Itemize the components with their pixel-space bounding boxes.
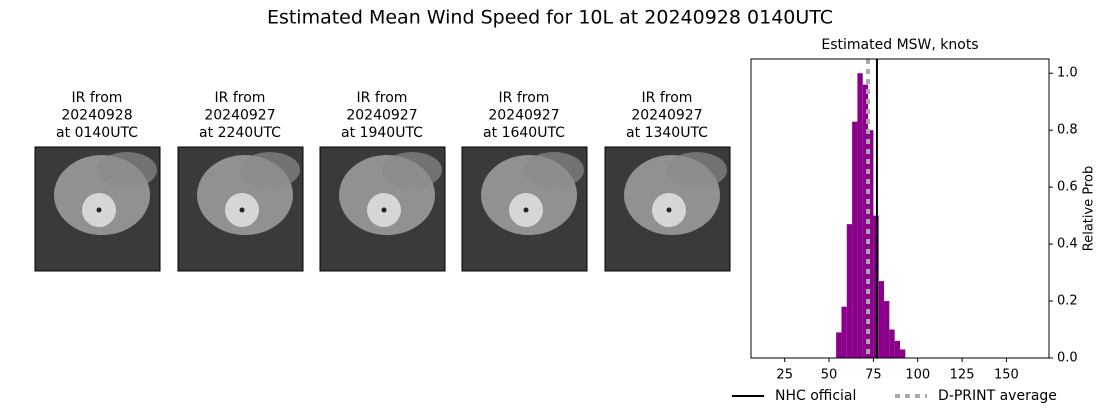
bar <box>846 224 853 358</box>
bar <box>836 332 842 358</box>
eye <box>523 207 529 213</box>
y-axis-label: Relative Prob <box>1082 166 1097 251</box>
cloud-band <box>667 152 727 188</box>
panel-caption: IR from <box>215 90 266 106</box>
panel-caption: at 1340UTC <box>626 125 708 141</box>
figure-title: Estimated Mean Wind Speed for 10L at 202… <box>267 7 833 29</box>
panel-caption: 20240928 <box>61 108 132 124</box>
panel-caption: IR from <box>499 90 550 106</box>
y-tick-label: 0.2 <box>1057 294 1078 309</box>
bar <box>852 121 858 359</box>
cloud-band <box>240 152 300 188</box>
plot-frame <box>750 58 1050 359</box>
bar <box>884 301 890 358</box>
y-tick-label: 0.0 <box>1057 351 1078 366</box>
panel-caption: at 1940UTC <box>341 125 423 141</box>
x-tick-label: 125 <box>950 368 975 383</box>
y-tick-label: 0.4 <box>1057 237 1078 252</box>
histogram: Estimated MSW, knots 25 50 75 100 125 150 0.0 0.… <box>732 37 1097 404</box>
panel-caption: at 2240UTC <box>199 125 281 141</box>
x-tick-label: 50 <box>821 368 838 383</box>
x-tick-label: 150 <box>994 368 1019 383</box>
bar <box>889 329 895 358</box>
bar <box>868 130 874 358</box>
panel-caption: IR from <box>642 90 693 106</box>
y-tick-label: 0.8 <box>1057 123 1078 138</box>
panel-caption: IR from <box>357 90 408 106</box>
panel-caption: IR from <box>72 90 123 106</box>
cloud-band <box>97 152 157 188</box>
panel-caption: 20240927 <box>631 108 702 124</box>
eye <box>96 207 102 213</box>
y-tick-label: 0.6 <box>1057 180 1078 195</box>
y-tick-label: 1.0 <box>1057 66 1078 81</box>
bar <box>878 281 885 358</box>
cloud-band <box>382 152 442 188</box>
x-tick-label: 75 <box>865 368 882 383</box>
panel-caption: 20240927 <box>346 108 417 124</box>
bar <box>841 306 847 358</box>
panel-caption: at 1640UTC <box>483 125 565 141</box>
x-tick-label: 25 <box>776 368 793 383</box>
bar <box>894 340 900 358</box>
eye <box>666 207 672 213</box>
legend-label: D-PRINT average <box>938 388 1057 404</box>
panel-caption: 20240927 <box>204 108 275 124</box>
eye <box>239 207 245 213</box>
bar <box>862 84 869 358</box>
panel-caption: 20240927 <box>488 108 559 124</box>
bar <box>857 73 863 358</box>
legend-label: NHC official <box>775 388 856 404</box>
cloud-band <box>524 152 584 188</box>
panel-caption: at 0140UTC <box>56 125 138 141</box>
plot-title: Estimated MSW, knots <box>821 37 978 53</box>
bar <box>900 349 906 358</box>
x-tick-label: 100 <box>905 368 930 383</box>
eye <box>381 207 387 213</box>
